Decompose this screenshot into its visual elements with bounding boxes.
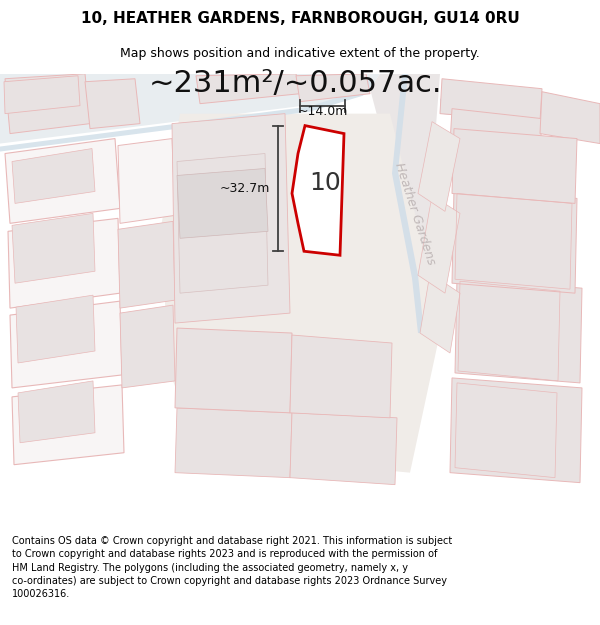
Polygon shape: [85, 79, 140, 129]
Text: ~32.7m: ~32.7m: [220, 182, 270, 195]
Polygon shape: [16, 295, 95, 363]
Polygon shape: [440, 79, 542, 122]
Polygon shape: [0, 79, 375, 151]
Text: 10, HEATHER GARDENS, FARNBOROUGH, GU14 0RU: 10, HEATHER GARDENS, FARNBOROUGH, GU14 0…: [80, 11, 520, 26]
Polygon shape: [12, 213, 95, 283]
Polygon shape: [5, 139, 120, 223]
Polygon shape: [177, 169, 268, 238]
Polygon shape: [290, 413, 397, 484]
Polygon shape: [392, 74, 424, 333]
Polygon shape: [175, 328, 292, 413]
Polygon shape: [177, 154, 268, 293]
Polygon shape: [196, 74, 300, 104]
Polygon shape: [160, 114, 440, 473]
Polygon shape: [296, 74, 370, 102]
Polygon shape: [452, 189, 577, 293]
Polygon shape: [118, 221, 175, 308]
Polygon shape: [172, 114, 290, 323]
Polygon shape: [12, 149, 95, 203]
Polygon shape: [8, 218, 120, 308]
Polygon shape: [418, 122, 460, 211]
Polygon shape: [175, 408, 292, 478]
Text: 10: 10: [309, 171, 341, 196]
Polygon shape: [120, 305, 175, 388]
Text: Heather Gardens: Heather Gardens: [392, 161, 437, 266]
Polygon shape: [10, 301, 122, 388]
Polygon shape: [370, 74, 440, 333]
Polygon shape: [292, 126, 344, 255]
Text: ~231m²/~0.057ac.: ~231m²/~0.057ac.: [148, 69, 442, 98]
Polygon shape: [450, 378, 582, 482]
Polygon shape: [420, 273, 460, 353]
Polygon shape: [118, 139, 175, 223]
Polygon shape: [18, 381, 95, 442]
Polygon shape: [4, 76, 80, 114]
Polygon shape: [12, 385, 124, 464]
Polygon shape: [418, 196, 460, 293]
Polygon shape: [440, 99, 600, 134]
Polygon shape: [0, 74, 380, 144]
Text: Map shows position and indicative extent of the property.: Map shows position and indicative extent…: [120, 47, 480, 59]
Polygon shape: [450, 109, 542, 154]
Polygon shape: [540, 92, 600, 144]
Polygon shape: [452, 129, 577, 203]
Text: ~14.0m: ~14.0m: [298, 104, 347, 118]
Polygon shape: [5, 74, 90, 134]
Polygon shape: [290, 335, 392, 418]
Polygon shape: [455, 278, 582, 383]
Text: Contains OS data © Crown copyright and database right 2021. This information is : Contains OS data © Crown copyright and d…: [12, 536, 452, 599]
